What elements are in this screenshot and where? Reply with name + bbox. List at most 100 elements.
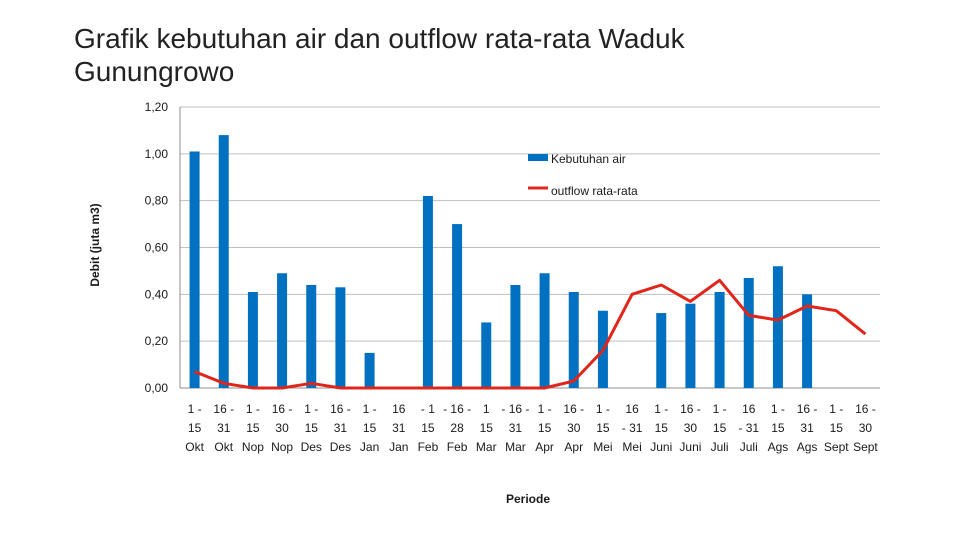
y-tick-label: 1,00 <box>145 147 169 161</box>
legend-label-outflow: outflow rata-rata <box>551 184 638 198</box>
x-tick-label: 16 <box>742 402 756 416</box>
x-tick-label: - 1 <box>421 402 435 416</box>
bar <box>743 277 754 388</box>
x-tick-label: 31 <box>800 421 814 435</box>
legend-swatch-kebutuhan-air <box>528 154 548 161</box>
x-tick-label: - 31 <box>738 421 759 435</box>
bar <box>306 284 317 388</box>
x-tick-label: Okt <box>185 440 204 454</box>
x-tick-label: Mei <box>622 440 641 454</box>
x-tick-label: 16 - <box>330 402 351 416</box>
chart-title: Grafik kebutuhan air dan outflow rata-ra… <box>74 23 685 87</box>
x-tick-label: Nop <box>271 440 293 454</box>
x-tick-label: Juli <box>740 440 758 454</box>
x-tick-label: 30 <box>567 421 581 435</box>
x-tick-label: 1 - <box>363 402 377 416</box>
x-tick-label: Feb <box>447 440 468 454</box>
x-tick-label: Des <box>301 440 322 454</box>
x-tick-label: 30 <box>859 421 873 435</box>
x-tick-label: 16 - <box>272 402 293 416</box>
x-axis-label: Periode <box>506 492 550 506</box>
x-tick-label: 30 <box>684 421 698 435</box>
x-tick-label: Apr <box>535 440 554 454</box>
y-tick-label: 0,80 <box>145 194 169 208</box>
x-tick-label: 15 <box>538 421 552 435</box>
x-tick-label: 15 <box>713 421 727 435</box>
x-tick-label: 15 <box>480 421 494 435</box>
bar <box>685 303 696 388</box>
y-axis-ticks: 0,00 0,20 0,40 0,60 0,80 1,00 1,20 <box>145 100 169 395</box>
x-tick-label: 15 <box>830 421 844 435</box>
x-tick-label: Juni <box>650 440 672 454</box>
x-tick-label: 16 - <box>855 402 876 416</box>
x-tick-label: - 31 <box>622 421 643 435</box>
bar <box>802 294 813 388</box>
bar <box>277 273 288 388</box>
x-tick-label: 1 - <box>829 402 843 416</box>
x-tick-label: 31 <box>217 421 231 435</box>
bar-series-kebutuhan-air <box>189 135 813 388</box>
x-tick-label: Juli <box>711 440 729 454</box>
bar <box>218 135 229 388</box>
x-tick-label: 1 - <box>304 402 318 416</box>
y-tick-label: 0,40 <box>145 287 169 301</box>
x-tick-label: Sept <box>824 440 849 454</box>
x-tick-label: Juni <box>679 440 701 454</box>
x-tick-label: 31 <box>392 421 406 435</box>
x-tick-label: Mei <box>593 440 612 454</box>
x-tick-label: 1 - <box>771 402 785 416</box>
bar <box>364 352 375 388</box>
bar <box>335 287 346 388</box>
x-tick-label: 15 <box>363 421 377 435</box>
bar <box>481 322 492 388</box>
x-tick-label: 16 - <box>213 402 234 416</box>
x-tick-label: 1 <box>483 402 490 416</box>
bar <box>568 291 579 388</box>
x-tick-label: 1 - <box>188 402 202 416</box>
x-tick-label: 1 - <box>538 402 552 416</box>
x-tick-label: Nop <box>242 440 264 454</box>
x-tick-label: 15 <box>188 421 202 435</box>
bar <box>510 284 521 388</box>
y-tick-label: 0,20 <box>145 334 169 348</box>
y-tick-label: 0,60 <box>145 241 169 255</box>
grid-lines <box>179 106 880 389</box>
x-tick-label: 16 - <box>563 402 584 416</box>
y-tick-label: 1,20 <box>145 100 169 114</box>
bar <box>452 224 463 388</box>
x-tick-label: Mar <box>505 440 526 454</box>
bar <box>714 291 725 388</box>
x-tick-label: 1 - <box>713 402 727 416</box>
bar <box>189 151 200 388</box>
x-tick-label: 28 <box>450 421 464 435</box>
x-tick-label: - 16 - <box>501 402 529 416</box>
y-axis-label: Debit (juta m3) <box>88 203 102 286</box>
x-tick-label: Ags <box>797 440 818 454</box>
x-tick-label: 15 <box>421 421 435 435</box>
bar <box>539 273 550 388</box>
bar <box>656 313 667 388</box>
x-tick-label: 31 <box>334 421 348 435</box>
x-tick-label: Jan <box>389 440 408 454</box>
x-tick-label: 31 <box>509 421 523 435</box>
x-tick-label: 1 - <box>246 402 260 416</box>
x-tick-label: Ags <box>768 440 789 454</box>
x-tick-label: - 16 - <box>443 402 471 416</box>
x-tick-label: 15 <box>655 421 669 435</box>
x-tick-label: 1 - <box>654 402 668 416</box>
x-tick-label: Apr <box>564 440 583 454</box>
x-tick-label: Mar <box>476 440 497 454</box>
legend: Kebutuhan air outflow rata-rata <box>528 152 638 198</box>
x-tick-label: 15 <box>305 421 319 435</box>
y-tick-label: 0,00 <box>145 381 169 395</box>
bar <box>422 195 433 388</box>
bar <box>772 266 783 388</box>
x-tick-label: 15 <box>246 421 260 435</box>
x-tick-label: Okt <box>214 440 233 454</box>
x-tick-label: 16 - <box>680 402 701 416</box>
x-tick-label: 16 <box>625 402 639 416</box>
x-tick-label: 30 <box>275 421 289 435</box>
x-tick-label: 1 - <box>596 402 610 416</box>
x-tick-label: Sept <box>853 440 878 454</box>
